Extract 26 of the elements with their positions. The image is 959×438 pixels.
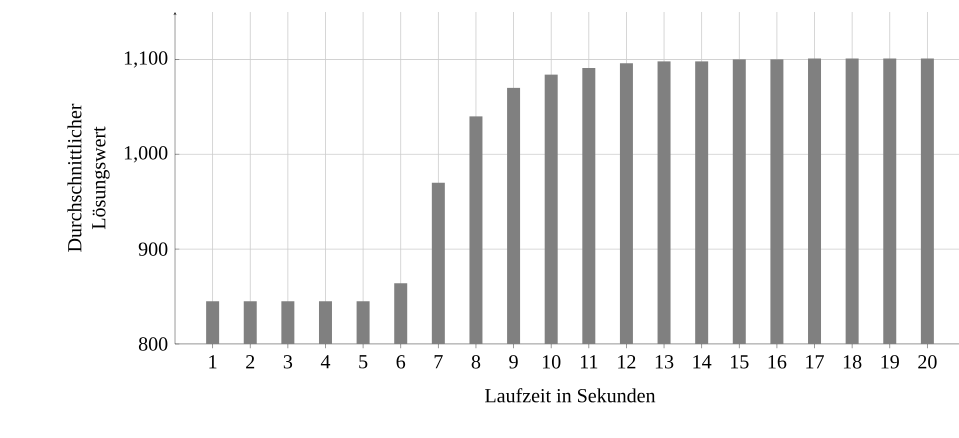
x-tick-label: 17: [806, 355, 824, 368]
x-tick-label: 4: [320, 355, 330, 368]
x-tick-label: 9: [509, 355, 518, 369]
x-tick-label: 14: [693, 355, 712, 368]
y-tick-label: 1,000: [124, 146, 168, 162]
x-tick-label: 6: [396, 355, 406, 369]
x-tick-label: 3: [284, 355, 292, 369]
x-tick-label: 11: [580, 355, 598, 368]
x-axis-title: Laufzeit in Sekunden: [485, 388, 656, 402]
x-tick-label: 20: [918, 355, 937, 369]
y-tick-label: 900: [138, 242, 168, 256]
y-tick-label: 800: [138, 337, 168, 351]
x-tick-label: 12: [618, 355, 636, 368]
x-tick-label: 19: [882, 355, 899, 369]
x-tick-label: 8: [472, 355, 480, 369]
x-tick-label: 18: [844, 355, 862, 369]
x-tick-label: 2: [246, 355, 254, 368]
x-tick-label: 13: [656, 355, 674, 369]
y-tick-label: 1,100: [124, 51, 168, 68]
x-tick-label: 15: [731, 355, 749, 369]
x-tick-label: 5: [359, 355, 368, 368]
x-tick-label: 10: [542, 355, 560, 369]
x-tick-label: 1: [209, 355, 216, 368]
y-axis-title: Durchschnittlicher Lösungswert: [67, 104, 110, 252]
x-tick-label: 7: [434, 355, 443, 368]
x-tick-label: 16: [768, 355, 786, 369]
